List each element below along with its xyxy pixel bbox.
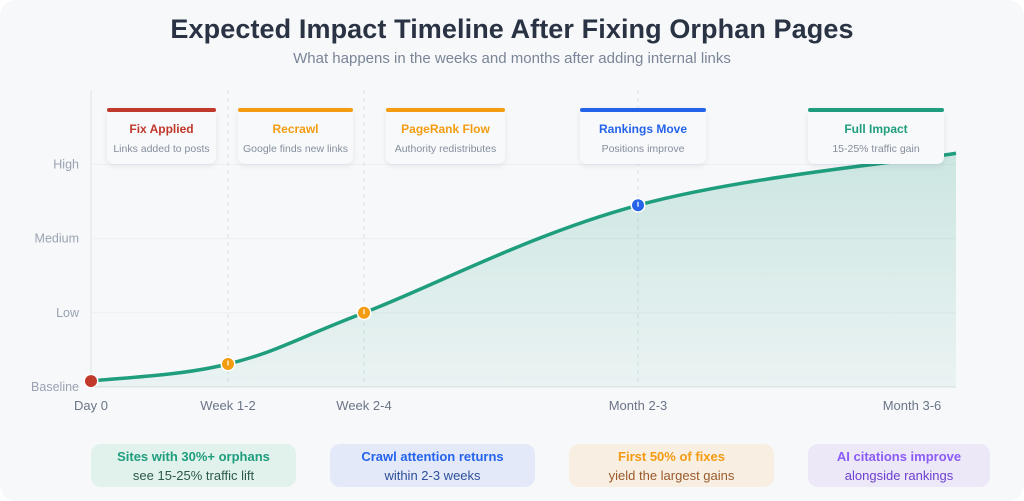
y-tick-label: High bbox=[53, 157, 79, 171]
insight-detail: yield the largest gains bbox=[608, 468, 735, 483]
insight-card-fixes: First 50% of fixes yield the largest gai… bbox=[569, 444, 774, 487]
chart-title: Expected Impact Timeline After Fixing Or… bbox=[170, 14, 854, 44]
marker-dot bbox=[85, 375, 97, 388]
milestone-card-rankings-move: Rankings Move Positions improve bbox=[580, 108, 706, 164]
insight-headline: Sites with 30%+ orphans bbox=[117, 449, 270, 464]
y-tick-label: Low bbox=[56, 306, 80, 320]
milestone-title: Fix Applied bbox=[129, 122, 193, 136]
impact-area-fill bbox=[91, 153, 956, 387]
area-layer bbox=[90, 151, 957, 387]
insight-headline: AI citations improve bbox=[836, 449, 962, 464]
milestone-card-full-impact: Full Impact 15-25% traffic gain bbox=[808, 108, 944, 164]
markers-layer bbox=[83, 197, 646, 389]
x-tick-label: Day 0 bbox=[74, 398, 108, 413]
insight-headline: Crawl attention returns bbox=[361, 449, 504, 464]
milestone-description: Positions improve bbox=[602, 143, 685, 155]
insight-card-ai: AI citations improve alongside rankings bbox=[808, 444, 990, 487]
milestone-marker-fix-applied bbox=[83, 373, 99, 389]
impact-curve-line bbox=[90, 151, 957, 383]
milestone-card-bg bbox=[808, 108, 944, 164]
milestone-title: Full Impact bbox=[844, 122, 907, 136]
milestone-card-bg bbox=[580, 108, 706, 164]
milestone-card-accent-bar bbox=[238, 108, 353, 112]
milestone-card-pagerank-flow: PageRank Flow Authority redistributes bbox=[386, 108, 505, 164]
x-tick-label: Month 3-6 bbox=[883, 398, 942, 413]
chart-subtitle: What happens in the weeks and months aft… bbox=[293, 50, 731, 67]
milestone-card-bg bbox=[238, 108, 353, 164]
y-tick-label: Medium bbox=[35, 232, 79, 246]
milestone-title: Rankings Move bbox=[599, 122, 687, 136]
milestone-card-fix-applied: Fix Applied Links added to posts bbox=[107, 108, 216, 164]
milestone-card-bg bbox=[107, 108, 216, 164]
insight-detail: within 2-3 weeks bbox=[384, 468, 481, 483]
milestone-card-accent-bar bbox=[808, 108, 944, 112]
milestone-card-accent-bar bbox=[386, 108, 505, 112]
insight-headline: First 50% of fixes bbox=[618, 449, 725, 464]
insight-detail: see 15-25% traffic lift bbox=[132, 468, 255, 483]
y-tick-label: Baseline bbox=[31, 380, 79, 394]
milestone-description: 15-25% traffic gain bbox=[832, 143, 920, 155]
milestone-marker-pagerank-flow bbox=[356, 305, 372, 321]
milestone-title: PageRank Flow bbox=[401, 122, 490, 136]
milestone-description: Google finds new links bbox=[243, 143, 348, 155]
milestone-card-bg bbox=[386, 108, 505, 164]
milestone-card-recrawl: Recrawl Google finds new links bbox=[238, 108, 353, 164]
milestone-marker-rankings-move bbox=[630, 197, 646, 213]
axis-layer: Baseline Low Medium High Day 0 Week 1-2 Week 2… bbox=[31, 157, 941, 413]
impact-timeline-chart: Baseline Low Medium High Day 0 Week 1-2 Week 2… bbox=[31, 90, 957, 413]
milestone-card-accent-bar bbox=[580, 108, 706, 112]
milestone-title: Recrawl bbox=[272, 122, 318, 136]
milestone-description: Authority redistributes bbox=[395, 143, 497, 155]
milestone-description: Links added to posts bbox=[113, 143, 209, 155]
x-tick-label: Week 2-4 bbox=[336, 398, 391, 413]
x-tick-label: Month 2-3 bbox=[609, 398, 668, 413]
milestone-card-accent-bar bbox=[107, 108, 216, 112]
insight-card-crawl: Crawl attention returns within 2-3 weeks bbox=[330, 444, 535, 487]
x-tick-label: Week 1-2 bbox=[200, 398, 255, 413]
milestone-cards-layer: Fix Applied Links added to posts Recrawl Go… bbox=[107, 108, 944, 164]
insight-detail: alongside rankings bbox=[844, 468, 954, 483]
milestone-marker-recrawl bbox=[220, 356, 236, 372]
insight-card-orphans: Sites with 30%+ orphans see 15-25% traff… bbox=[91, 444, 296, 487]
